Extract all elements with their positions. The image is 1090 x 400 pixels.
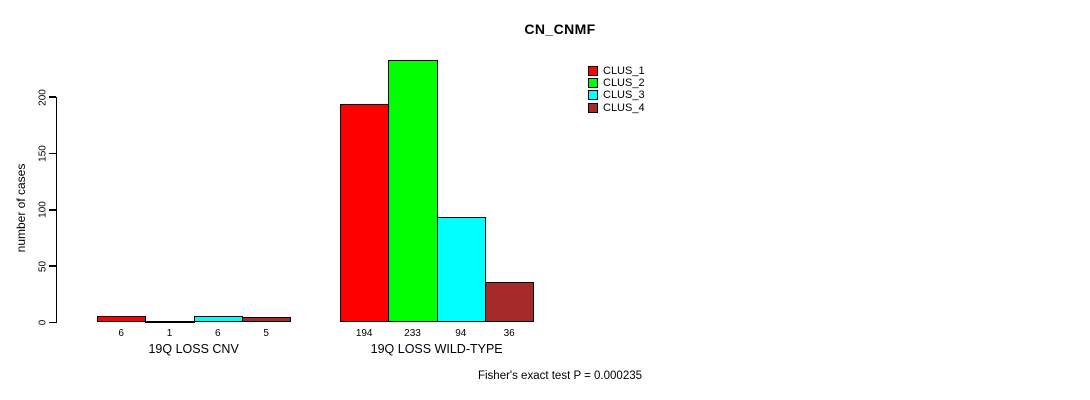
category-label: 19Q LOSS CNV [148, 342, 239, 356]
y-axis-line [55, 97, 57, 323]
fisher-test-note: Fisher's exact test P = 0.000235 [477, 370, 643, 382]
y-tick [49, 265, 56, 267]
y-tick [49, 152, 56, 155]
legend-swatch [588, 90, 598, 101]
bar-value-label: 6 [215, 328, 221, 339]
legend-label: CLUS_3 [603, 89, 645, 102]
bar [241, 316, 292, 323]
legend-label: CLUS_1 [603, 65, 645, 77]
y-tick [49, 96, 56, 98]
bar [388, 59, 438, 323]
y-axis-label: number of cases [14, 163, 28, 253]
bar-value-label: 94 [455, 328, 467, 339]
legend-label: CLUS_2 [603, 77, 645, 90]
bar [340, 103, 390, 323]
bar-value-label: 36 [503, 328, 515, 339]
legend-label: CLUS_4 [603, 101, 645, 114]
y-tick-label: 50 [37, 260, 49, 272]
legend-swatch [588, 102, 598, 113]
bar-value-label: 233 [404, 328, 421, 339]
bar [436, 216, 486, 323]
bar [145, 320, 195, 323]
bar [484, 281, 535, 323]
y-tick-label: 150 [37, 145, 49, 162]
legend-swatch [588, 78, 598, 89]
chart-title: CN_CNMF [524, 21, 596, 37]
bar-value-label: 194 [355, 328, 373, 339]
bar-value-label: 5 [263, 328, 269, 339]
y-tick [49, 321, 56, 324]
bar [193, 315, 243, 323]
category-label: 19Q LOSS WILD-TYPE [370, 342, 503, 356]
y-tick-label: 200 [37, 88, 49, 106]
bar-value-label: 1 [166, 328, 173, 339]
bar-value-label: 6 [118, 328, 124, 339]
legend-swatch [588, 66, 598, 76]
y-tick-label: 0 [37, 319, 49, 326]
y-tick-label: 100 [37, 201, 49, 219]
y-tick [49, 209, 56, 211]
bar [97, 315, 147, 323]
